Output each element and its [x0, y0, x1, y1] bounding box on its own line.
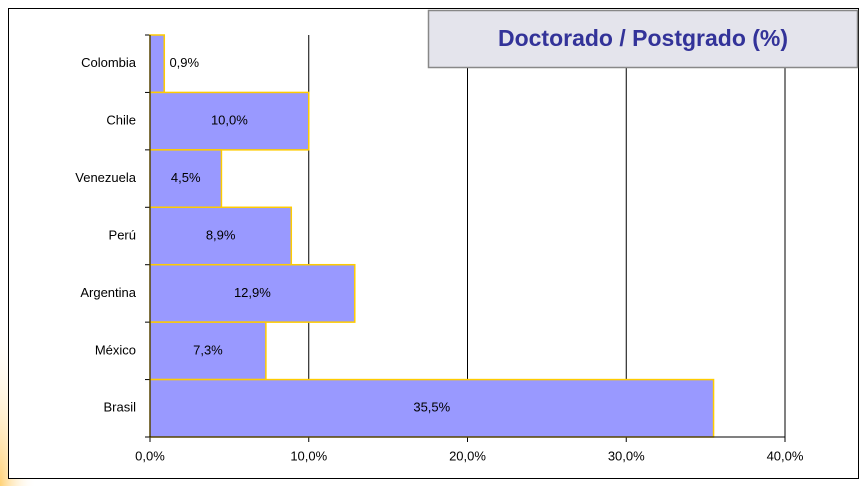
plot-area: 0,0% 10,0% 20,0% 30,0% 40,0% Colombia 0,9% Chil… — [75, 34, 804, 463]
data-label: 10,0% — [211, 113, 248, 128]
x-tick-label: 30,0% — [608, 448, 645, 463]
y-tick-label: Argentina — [80, 285, 136, 300]
y-tick-label: Chile — [106, 113, 136, 128]
x-tick-label: 40,0% — [767, 448, 804, 463]
y-tick-label: Venezuela — [75, 170, 136, 185]
x-tick-label: 0,0% — [135, 448, 165, 463]
bar — [149, 34, 166, 94]
y-tick-label: Perú — [109, 227, 136, 242]
y-tick-label: México — [95, 342, 136, 357]
data-label: 12,9% — [234, 285, 271, 300]
y-tick-label: Brasil — [103, 400, 136, 415]
title-box — [427, 9, 859, 69]
bar — [149, 378, 715, 438]
data-label: 7,3% — [193, 342, 223, 357]
data-label: 0,9% — [169, 55, 199, 70]
y-tick-label: Colombia — [81, 55, 137, 70]
chart-title: Doctorado / Postgrado (%) — [498, 25, 788, 51]
bar — [149, 149, 223, 209]
x-tick-label: 20,0% — [449, 448, 486, 463]
x-tick-label: 10,0% — [290, 448, 327, 463]
data-label: 35,5% — [413, 400, 450, 415]
data-label: 4,5% — [171, 170, 201, 185]
data-label: 8,9% — [206, 227, 236, 242]
